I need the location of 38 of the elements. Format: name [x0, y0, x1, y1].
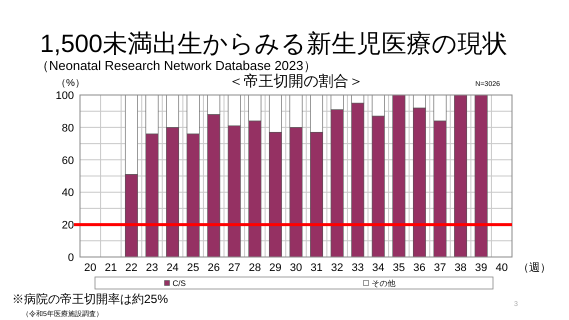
text: ＜帝王切開の割合＞ [228, 73, 364, 90]
x-tick-label: 39 [475, 262, 488, 274]
text: ※病院の帝王切開率は約25% [12, 292, 168, 306]
x-tick-label: 36 [413, 262, 426, 274]
x-tick-label: 28 [248, 262, 261, 274]
x-tick-label: 40 [496, 262, 508, 274]
x-tick-label: 29 [269, 262, 282, 274]
x-tick-label: 33 [352, 262, 364, 274]
x-tick-label: 27 [228, 262, 240, 274]
y-tick-label: 40 [62, 187, 74, 200]
x-axis-title: （週） [518, 262, 551, 274]
y-tick-label: 20 [62, 220, 74, 232]
bar [474, 94, 488, 258]
chart-title: 1,500未満出生からみる新生児医療の現状 [40, 30, 508, 58]
bar [454, 94, 468, 258]
x-tick-label: 20 [84, 262, 96, 274]
x-tick-label: 38 [454, 262, 467, 274]
x-tick-label: 35 [392, 262, 405, 274]
y-tick-label: 80 [62, 122, 74, 134]
legend-label: C/S [172, 279, 186, 288]
x-tick-label: 32 [331, 262, 344, 274]
x-tick-label: 26 [208, 262, 220, 274]
x-tick-label: 25 [187, 262, 200, 274]
chart-subtitle: （Neonatal Research Network Database 2023） [36, 58, 316, 73]
x-tick-label: 31 [310, 262, 323, 274]
bar [392, 94, 406, 258]
x-tick-label: 24 [166, 262, 179, 274]
y-axis-title: （%） [56, 78, 85, 89]
x-tick-label: 37 [434, 262, 446, 274]
legend-label: その他 [372, 279, 396, 288]
y-tick-label: 0 [68, 252, 74, 264]
x-tick-label: 30 [290, 262, 302, 274]
y-tick-label: 100 [56, 90, 74, 102]
x-tick-label: 22 [125, 262, 138, 274]
x-tick-label: 23 [146, 262, 158, 274]
x-tick-label: 21 [104, 262, 117, 274]
y-tick-label: 60 [62, 154, 74, 167]
x-tick-label: 34 [372, 262, 384, 274]
